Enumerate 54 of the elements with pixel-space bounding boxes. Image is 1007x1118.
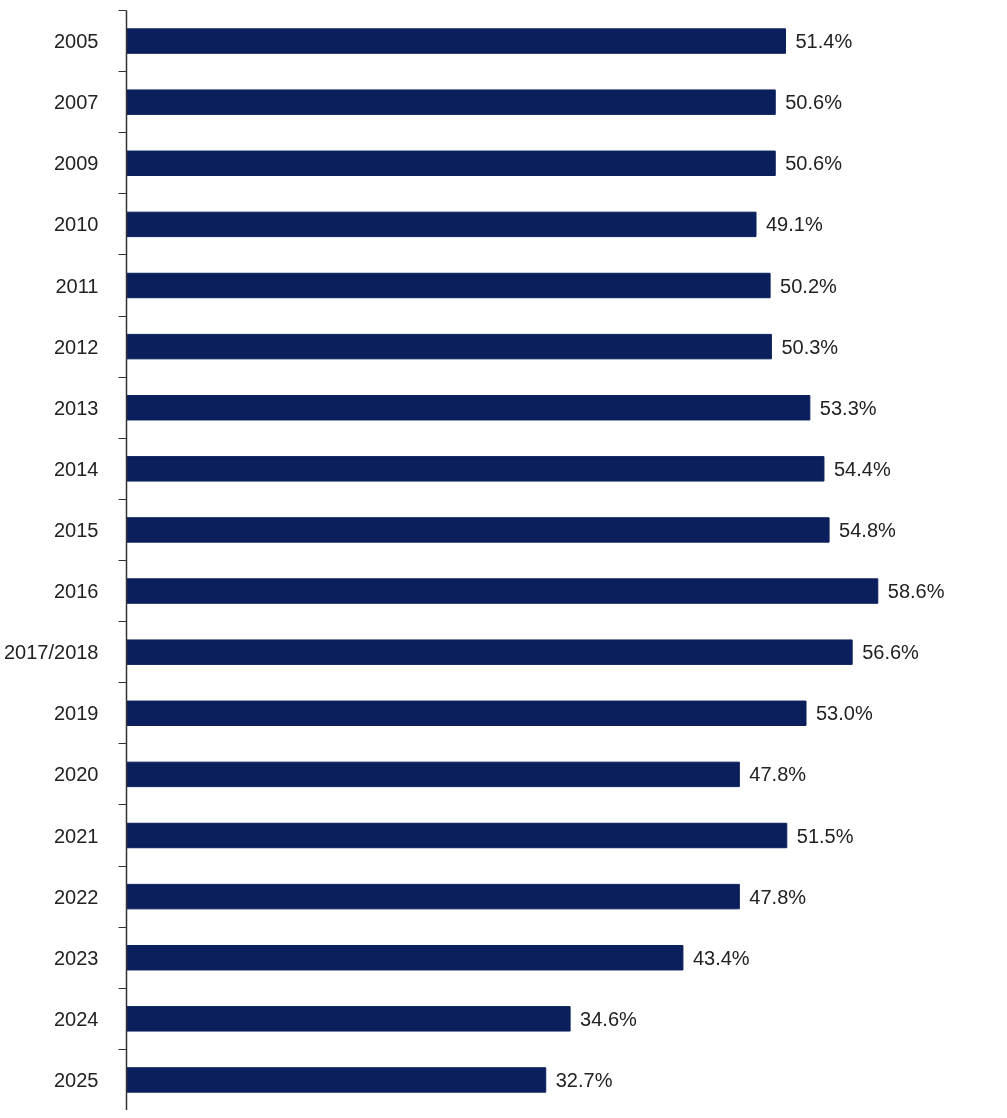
bar <box>126 883 740 910</box>
bar <box>126 945 684 971</box>
bar <box>126 211 757 238</box>
bar <box>126 517 830 543</box>
y-tick-label: 2013 <box>54 396 99 419</box>
y-tick-label: 2022 <box>54 885 99 908</box>
bar <box>126 822 788 849</box>
y-tick-label: 2020 <box>54 763 99 786</box>
data-label: 51.4% <box>795 30 853 53</box>
y-tick-label: 2014 <box>54 457 99 480</box>
y-tick-label: 2011 <box>55 274 99 297</box>
bar <box>126 639 853 665</box>
data-label: 32.7% <box>555 1068 613 1091</box>
y-tick-label: 2023 <box>54 946 99 969</box>
data-label: 50.2% <box>780 274 838 297</box>
bar <box>126 395 811 421</box>
bar <box>126 700 807 726</box>
bar <box>126 456 825 482</box>
y-tick-label: 2024 <box>54 1007 99 1030</box>
data-label: 53.0% <box>816 702 873 725</box>
bar <box>126 761 740 788</box>
data-label: 58.6% <box>887 580 945 603</box>
data-label: 47.8% <box>749 763 807 786</box>
data-label: 43.4% <box>692 946 750 969</box>
y-tick-label: 2012 <box>54 335 99 358</box>
data-label: 50.3% <box>781 335 839 358</box>
data-label: 54.8% <box>839 518 897 541</box>
data-label: 49.1% <box>766 213 823 236</box>
bar <box>126 28 786 54</box>
data-label: 34.6% <box>580 1007 638 1030</box>
data-label: 51.5% <box>796 824 854 847</box>
y-tick-label: 2007 <box>54 91 99 114</box>
data-label: 50.6% <box>785 152 843 175</box>
data-label: 50.6% <box>785 91 843 114</box>
bar <box>126 1006 571 1032</box>
bar <box>126 333 772 360</box>
y-tick-label: 2009 <box>54 152 99 175</box>
data-label: 53.3% <box>819 396 877 419</box>
data-label: 54.4% <box>833 457 891 480</box>
data-label: 47.8% <box>749 885 807 908</box>
y-tick-label: 2019 <box>54 702 99 725</box>
y-tick-label: 2015 <box>54 518 99 541</box>
y-tick-label: 2025 <box>54 1068 99 1091</box>
y-tick-label: 2017/2018 <box>3 641 99 664</box>
bar <box>126 150 776 176</box>
data-label: 56.6% <box>862 641 920 664</box>
bar <box>126 578 879 604</box>
y-tick-label: 2005 <box>54 30 99 53</box>
bar <box>126 1067 547 1093</box>
y-tick-label: 2016 <box>54 580 99 603</box>
bar <box>126 272 771 299</box>
bar <box>126 89 776 115</box>
y-tick-label: 2021 <box>54 824 99 847</box>
y-tick-label: 2010 <box>54 213 99 236</box>
